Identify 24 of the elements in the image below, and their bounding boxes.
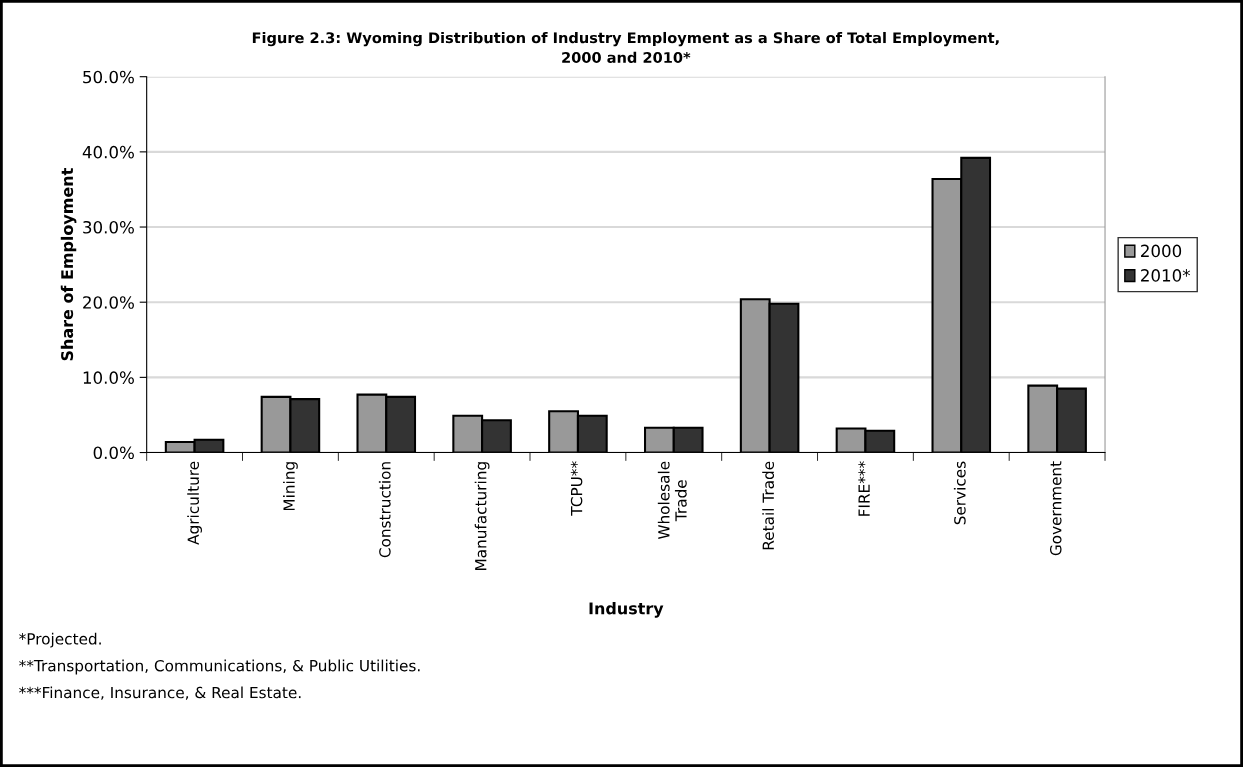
chart-title: Figure 2.3: Wyoming Distribution of Industry Employment as a Share of Total Employment, 2000 and 2010*: [252, 31, 999, 64]
x-tick-label: Wholesale Trade: [657, 461, 687, 540]
y-tick-label: 40.0%: [82, 145, 134, 159]
x-tick-label: TCPU**: [570, 461, 583, 516]
text: ***Finance, Insurance, & Real Estate.: [19, 686, 301, 700]
text: **Transportation, Communications, & Public Utilities.: [19, 659, 420, 675]
x-tick-label: Government: [1049, 461, 1062, 556]
y-axis-title: Share of Employment: [60, 168, 77, 361]
x-tick-label: Construction: [378, 462, 391, 558]
x-tick-label: Manufacturing: [474, 462, 490, 570]
x-tick-label: Agriculture: [187, 461, 202, 545]
y-tick-label: 30.0%: [83, 220, 134, 234]
x-tick-label: Mining: [283, 462, 298, 511]
y-tick-label: 50.0%: [83, 70, 134, 84]
legend-label: 2010*: [1141, 269, 1191, 282]
x-tick-label: FIRE***: [858, 461, 870, 516]
x-tick-label: Services: [953, 461, 966, 525]
y-tick-label: 20.0%: [83, 296, 134, 309]
y-tick-label: 10.0%: [83, 371, 134, 384]
text: *Projected.: [19, 632, 101, 648]
y-tick-label: 0.0%: [93, 446, 134, 460]
legend-label: 2000: [1141, 244, 1182, 258]
x-tick-label: Retail Trade: [762, 461, 775, 550]
x-axis-title: Industry: [589, 602, 664, 618]
